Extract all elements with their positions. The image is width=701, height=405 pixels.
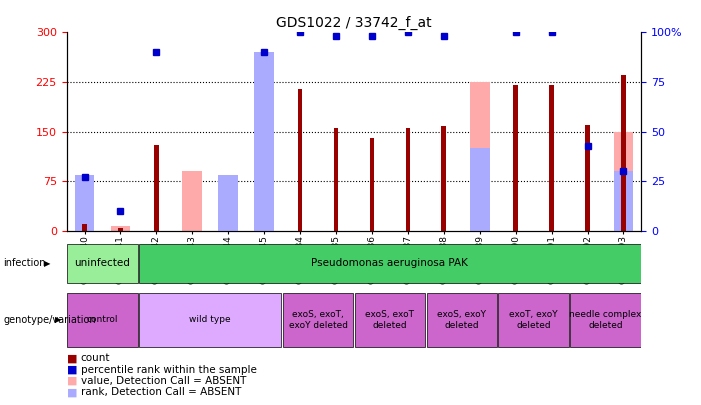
Text: infection: infection — [4, 258, 46, 268]
Text: ▶: ▶ — [44, 259, 50, 268]
Bar — [254, 79, 274, 231]
Text: rank, Detection Call = ABSENT: rank, Detection Call = ABSENT — [81, 388, 241, 397]
Bar — [75, 175, 95, 231]
Text: needle complex
deleted: needle complex deleted — [569, 310, 641, 330]
Bar — [427, 293, 497, 347]
Bar — [613, 171, 633, 231]
Text: ▶: ▶ — [55, 315, 62, 324]
Bar — [111, 226, 130, 231]
Bar — [470, 82, 489, 231]
Bar — [75, 221, 95, 231]
Bar — [550, 85, 554, 231]
Bar — [355, 293, 425, 347]
Text: ■: ■ — [67, 354, 77, 363]
Bar — [219, 194, 238, 231]
Bar — [513, 85, 518, 231]
Bar — [334, 128, 339, 231]
Bar — [118, 228, 123, 231]
Text: exoT, exoY
deleted: exoT, exoY deleted — [510, 310, 558, 330]
Text: control: control — [87, 315, 118, 324]
Text: exoS, exoT
deleted: exoS, exoT deleted — [365, 310, 414, 330]
Title: GDS1022 / 33742_f_at: GDS1022 / 33742_f_at — [276, 16, 432, 30]
Text: value, Detection Call = ABSENT: value, Detection Call = ABSENT — [81, 376, 246, 386]
Bar — [406, 128, 410, 231]
Bar — [139, 244, 641, 283]
Text: wild type: wild type — [189, 315, 231, 324]
Text: ■: ■ — [67, 365, 77, 375]
Bar — [283, 293, 353, 347]
Bar — [82, 224, 87, 231]
Bar — [571, 293, 641, 347]
Bar — [254, 52, 274, 231]
Bar — [442, 126, 446, 231]
Bar — [369, 138, 374, 231]
Bar — [621, 75, 626, 231]
Bar — [498, 293, 569, 347]
Bar — [613, 132, 633, 231]
Text: exoS, exoY
deleted: exoS, exoY deleted — [437, 310, 486, 330]
Text: exoS, exoT,
exoY deleted: exoS, exoT, exoY deleted — [289, 310, 348, 330]
Bar — [67, 244, 137, 283]
Text: genotype/variation: genotype/variation — [4, 315, 96, 325]
Bar — [182, 171, 202, 231]
Bar — [219, 175, 238, 231]
Bar — [298, 89, 302, 231]
Bar — [154, 145, 158, 231]
Bar — [67, 293, 137, 347]
Text: count: count — [81, 354, 110, 363]
Bar — [139, 293, 281, 347]
Bar — [585, 125, 590, 231]
Text: uninfected: uninfected — [74, 258, 130, 268]
Bar — [470, 147, 489, 231]
Text: percentile rank within the sample: percentile rank within the sample — [81, 365, 257, 375]
Text: Pseudomonas aeruginosa PAK: Pseudomonas aeruginosa PAK — [311, 258, 468, 268]
Text: ■: ■ — [67, 388, 77, 397]
Text: ■: ■ — [67, 376, 77, 386]
